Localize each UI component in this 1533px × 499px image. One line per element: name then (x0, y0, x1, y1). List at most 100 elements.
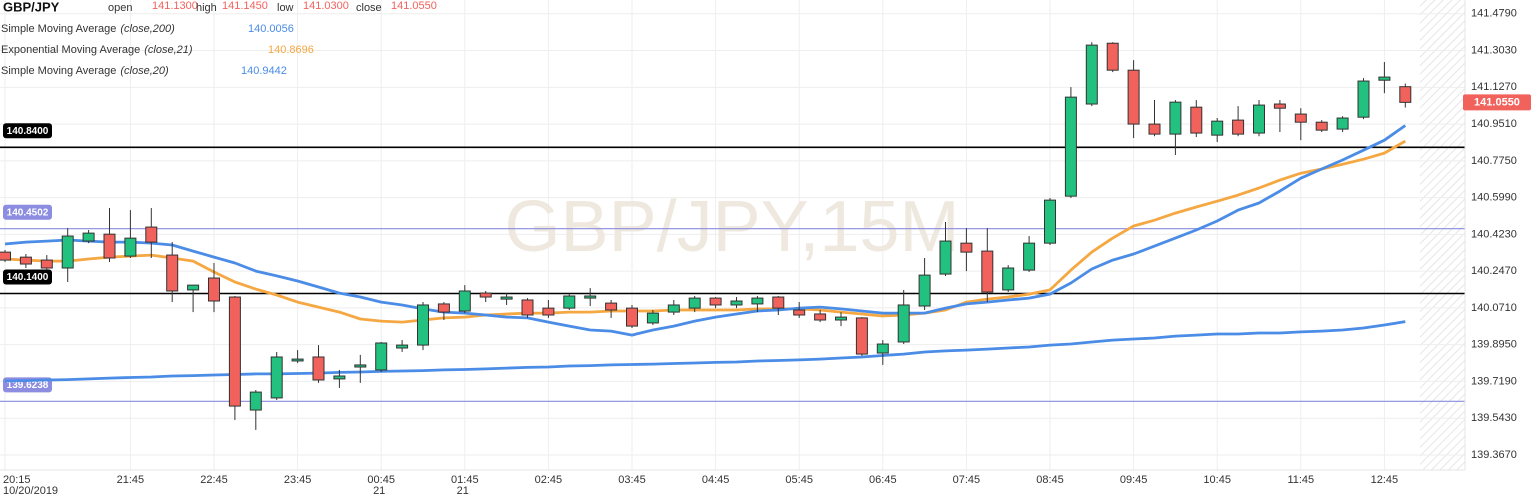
candle-body (960, 242, 973, 253)
candle-body (166, 254, 179, 292)
candle-body (458, 290, 471, 312)
candle-body (709, 297, 722, 306)
candle-body (897, 304, 910, 343)
y-tick-label: 141.3030 (1471, 44, 1517, 56)
candle-body (626, 307, 638, 327)
x-tick-label: 03:45 (618, 474, 646, 486)
indicator-value: 140.9442 (241, 65, 287, 77)
candle-body (145, 226, 158, 243)
x-tick-label: 05:45 (785, 474, 813, 486)
ohlc-value: 141.0300 (303, 0, 349, 12)
y-tick-label: 139.5430 (1471, 412, 1517, 424)
candle-body (772, 296, 785, 309)
y-tick-label: 141.1270 (1471, 81, 1517, 93)
level-label: 140.1400 (7, 272, 49, 283)
candle-body (814, 313, 827, 321)
x-tick-label: 01:45 (451, 474, 479, 486)
candle-body (396, 344, 409, 349)
candle-body (793, 309, 806, 316)
level-label-bg (3, 269, 52, 285)
ohlc-label: low (277, 2, 294, 14)
candle-body (835, 316, 847, 321)
candle-body (1064, 96, 1077, 197)
candle-body (333, 375, 346, 380)
candle-body (61, 235, 74, 269)
y-tick-label: 141.4790 (1471, 8, 1517, 20)
candle-body (876, 343, 889, 354)
indicator-title: Simple Moving Average (1, 23, 116, 35)
indicator-params: (close,20) (120, 65, 169, 77)
candle-body (1190, 106, 1203, 134)
header: GBP/JPY Simple Moving Average (close,200)… (1, 0, 437, 77)
candle-body (375, 342, 388, 371)
last-price-tag (1463, 94, 1531, 111)
moving-average-line (4, 124, 1407, 337)
ohlc-value: 141.0550 (391, 0, 437, 12)
x-tick-label: 21:45 (117, 474, 145, 486)
x-tick-label: 02:45 (535, 474, 563, 486)
candle-body (187, 284, 200, 291)
ohlc-label: open (108, 2, 132, 14)
candles (0, 42, 1412, 430)
y-tick-label: 140.4230 (1471, 228, 1517, 240)
candle-body (40, 259, 53, 269)
candle-body (1002, 267, 1015, 291)
indicator-title: Simple Moving Average (1, 65, 116, 77)
candle-body (82, 232, 95, 242)
candle-body (19, 256, 32, 265)
indicator-title: Exponential Moving Average (1, 44, 140, 56)
y-tick-label: 140.7750 (1471, 155, 1517, 167)
x-tick-label: 23:45 (284, 474, 312, 486)
indicator-value: 140.0056 (248, 23, 294, 35)
watermark: GBP/JPY,15M (505, 187, 960, 267)
x-tick-label: 06:45 (869, 474, 897, 486)
candle-body (1044, 199, 1056, 244)
indicator-name: Exponential Moving Average (close,21) (1, 44, 193, 56)
indicator-params: (close,200) (120, 23, 175, 35)
candle-body (1378, 76, 1391, 81)
candle-body (855, 317, 868, 355)
y-tick-label: 139.8950 (1471, 339, 1517, 351)
moving-average-line (4, 139, 1406, 324)
candle-body (500, 296, 513, 300)
x-tick-sublabel: 21 (373, 485, 385, 497)
candle-body (730, 300, 743, 306)
level-label-bg (3, 204, 52, 220)
x-tick-label: 07:45 (953, 474, 981, 486)
candle-body (1085, 44, 1098, 105)
candle-body (249, 391, 262, 411)
x-tick-label: 10:45 (1203, 474, 1231, 486)
candle-body (417, 304, 429, 346)
candle-body (124, 237, 137, 257)
last-price-label: 141.0550 (1474, 96, 1520, 108)
candle-body (1357, 80, 1370, 118)
candle-body (751, 297, 764, 305)
candle-body (0, 251, 11, 261)
candle-body (667, 304, 680, 313)
candle-body (1211, 120, 1224, 136)
candle-body (981, 250, 994, 293)
ohlc-value: 141.1450 (222, 0, 268, 12)
candle-body (688, 297, 701, 309)
candle-body (354, 364, 367, 368)
candle-body (646, 312, 659, 324)
candle-body (1127, 69, 1140, 125)
y-tick-label: 139.7190 (1471, 375, 1517, 387)
y-tick-label: 140.2470 (1471, 265, 1517, 277)
candle-body (542, 307, 555, 316)
y-tick-label: 140.9510 (1471, 118, 1517, 130)
x-tick-label: 00:45 (367, 474, 395, 486)
symbol: GBP/JPY (3, 0, 60, 14)
y-tick-label: 139.3670 (1471, 449, 1517, 461)
candle-body (1399, 86, 1412, 103)
candle-body (521, 299, 534, 316)
candle-body (312, 356, 325, 381)
level-label: 140.8400 (7, 126, 49, 137)
candle-body (1232, 119, 1245, 135)
candle-body (270, 356, 283, 399)
x-tick-label: 20:15 (3, 474, 31, 486)
candle-body (918, 274, 931, 307)
level-label: 140.4502 (7, 207, 49, 218)
